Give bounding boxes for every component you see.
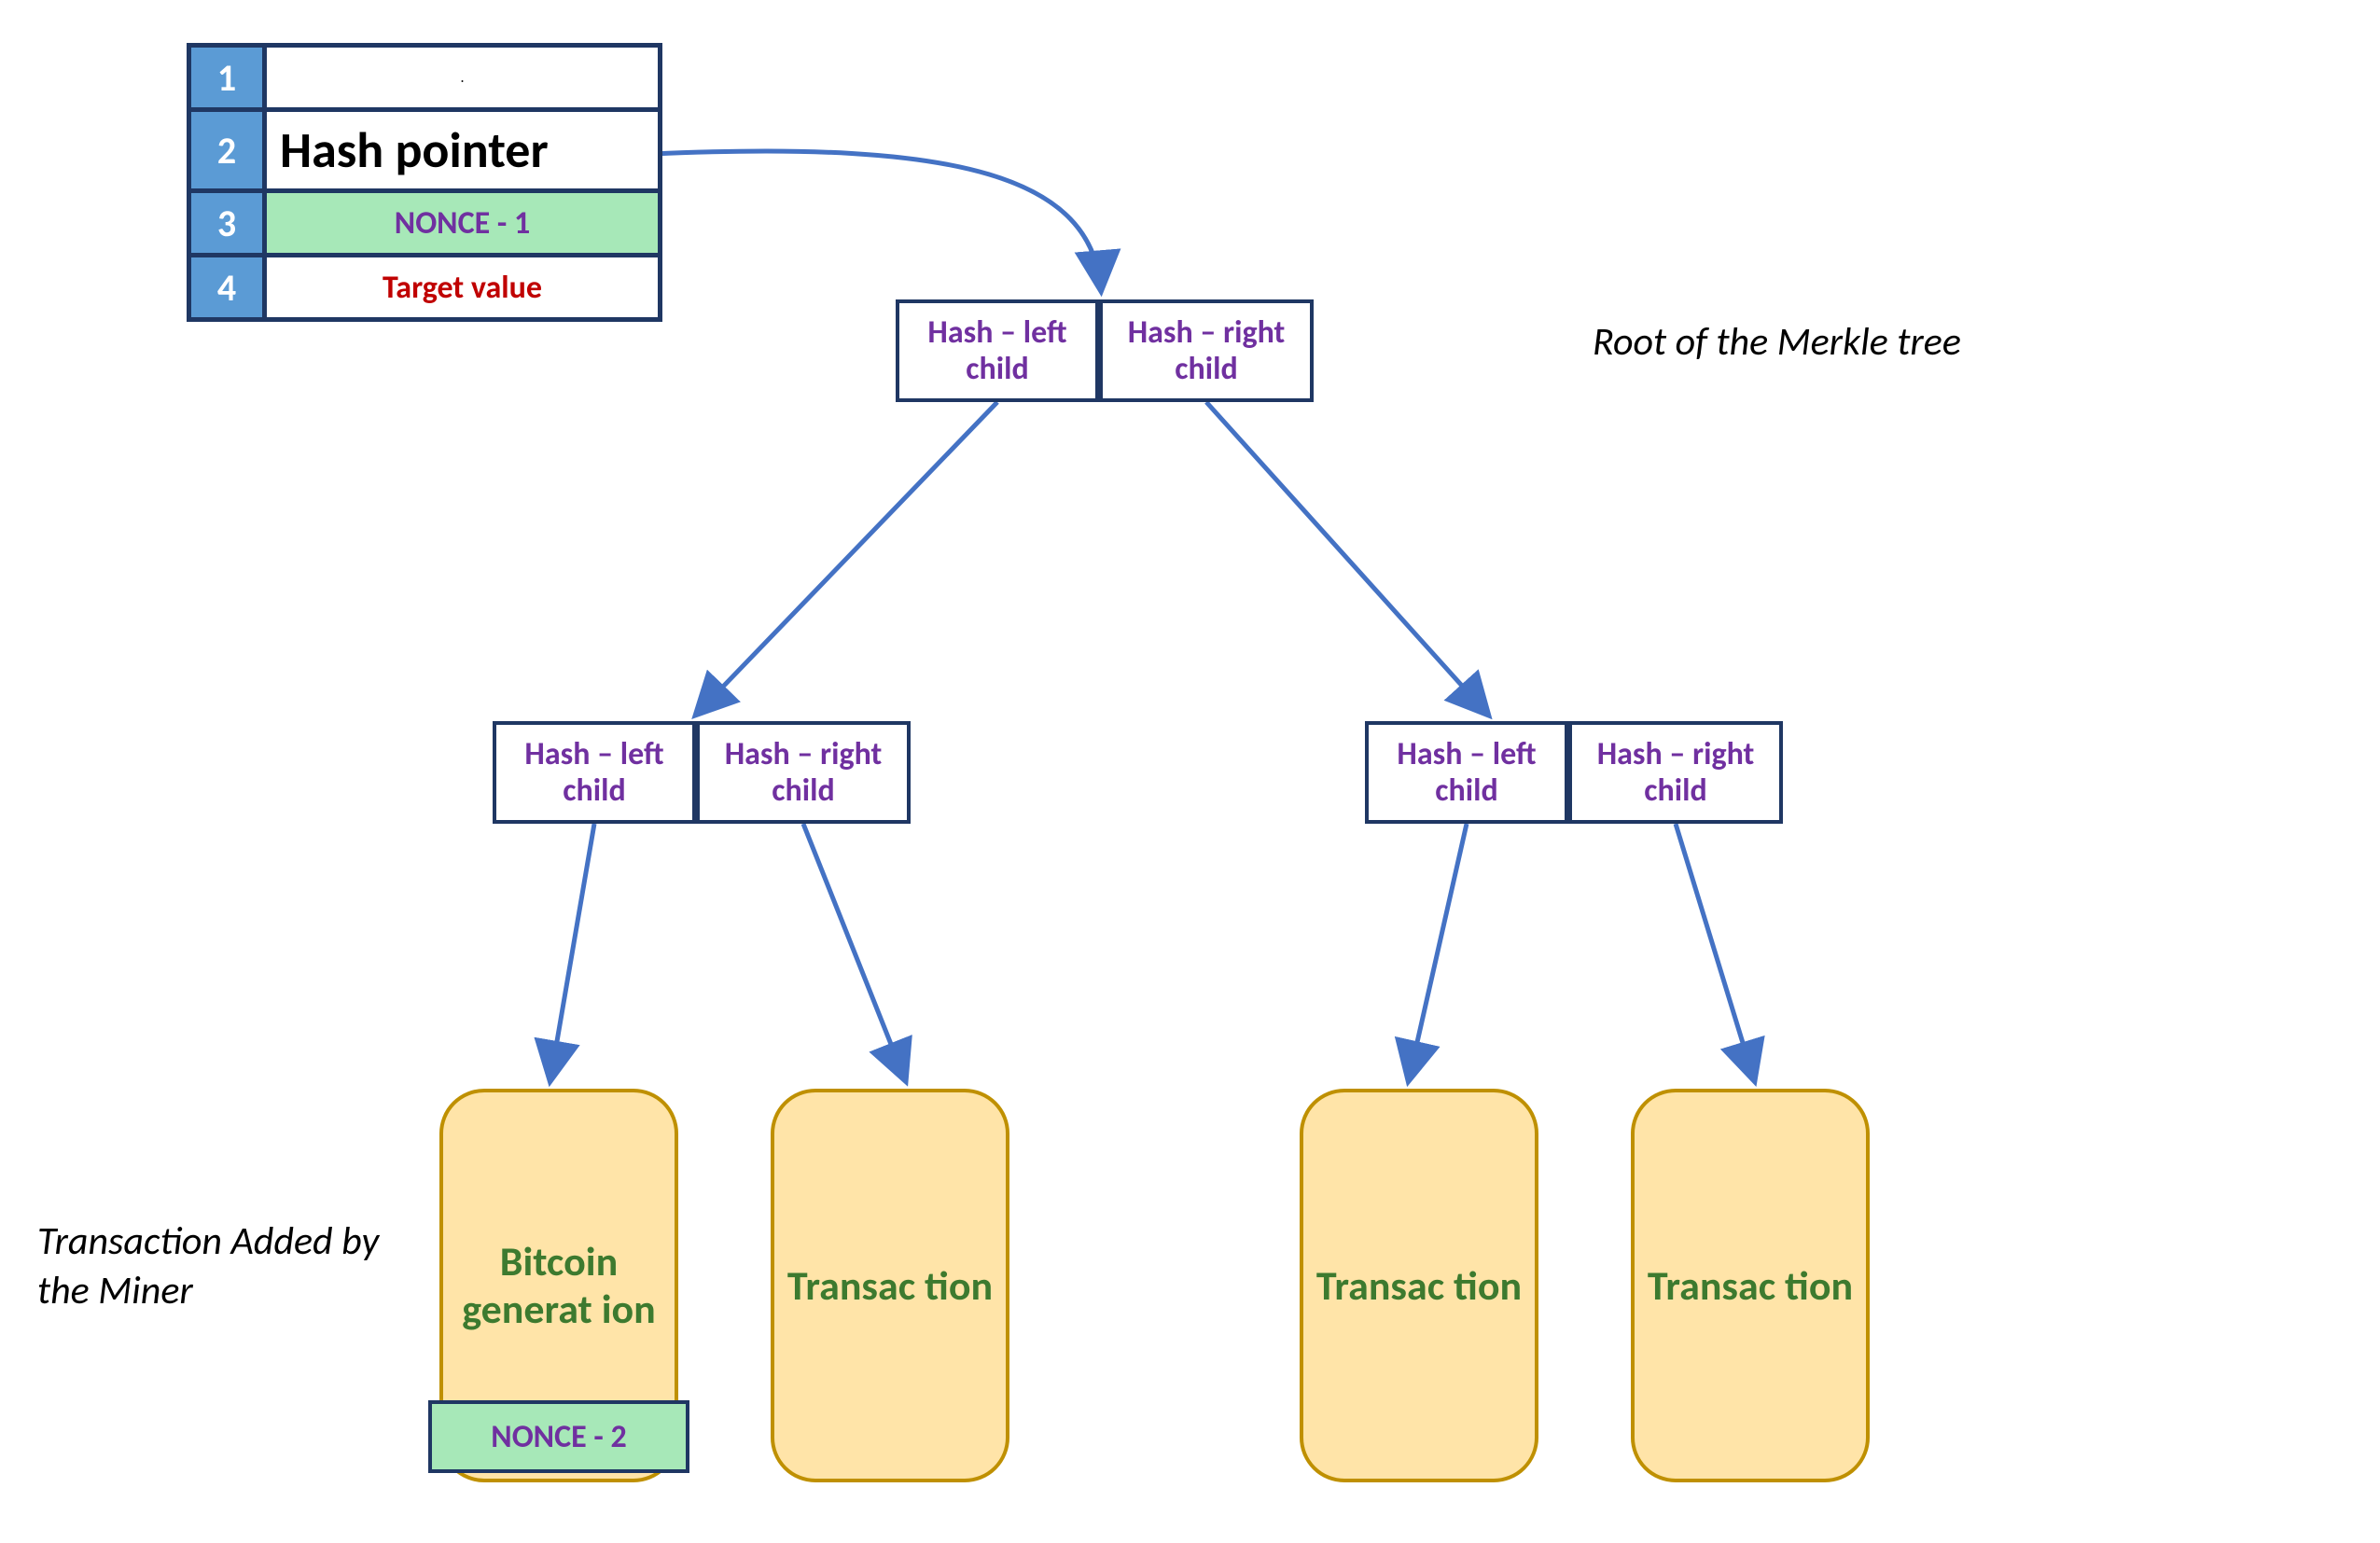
diagram-stage: 1 . 2 Hash pointer 3 NONCE - 1 4 Target … (0, 0, 2380, 1543)
leaf-transaction: Transac tion (771, 1089, 1009, 1482)
merkle-mid-right-left: Hash – left child (1365, 721, 1568, 824)
merkle-mid-left-left: Hash – left child (493, 721, 696, 824)
merkle-mid-right-right: Hash – right child (1568, 721, 1783, 824)
header-row-num: 4 (189, 256, 265, 320)
nonce-2-box: NONCE - 2 (428, 1400, 689, 1473)
header-row-num: 1 (189, 46, 265, 110)
target-value-cell: Target value (265, 256, 661, 320)
annotation-root-label: Root of the Merkle tree (1593, 318, 1961, 368)
merkle-mid-left-right: Hash – right child (696, 721, 911, 824)
merkle-root-right: Hash – right child (1099, 299, 1314, 402)
merkle-root-left: Hash – left child (896, 299, 1099, 402)
nonce-1-cell: NONCE - 1 (265, 191, 661, 256)
hash-pointer-cell: Hash pointer (265, 110, 661, 191)
block-header-table: 1 . 2 Hash pointer 3 NONCE - 1 4 Target … (187, 43, 662, 322)
leaf-transaction: Transac tion (1300, 1089, 1538, 1482)
header-row-num: 2 (189, 110, 265, 191)
annotation-miner-label: Transaction Added by the Miner (37, 1217, 429, 1315)
leaf-transaction: Transac tion (1631, 1089, 1870, 1482)
header-row-num: 3 (189, 191, 265, 256)
header-row-value: . (265, 46, 661, 110)
